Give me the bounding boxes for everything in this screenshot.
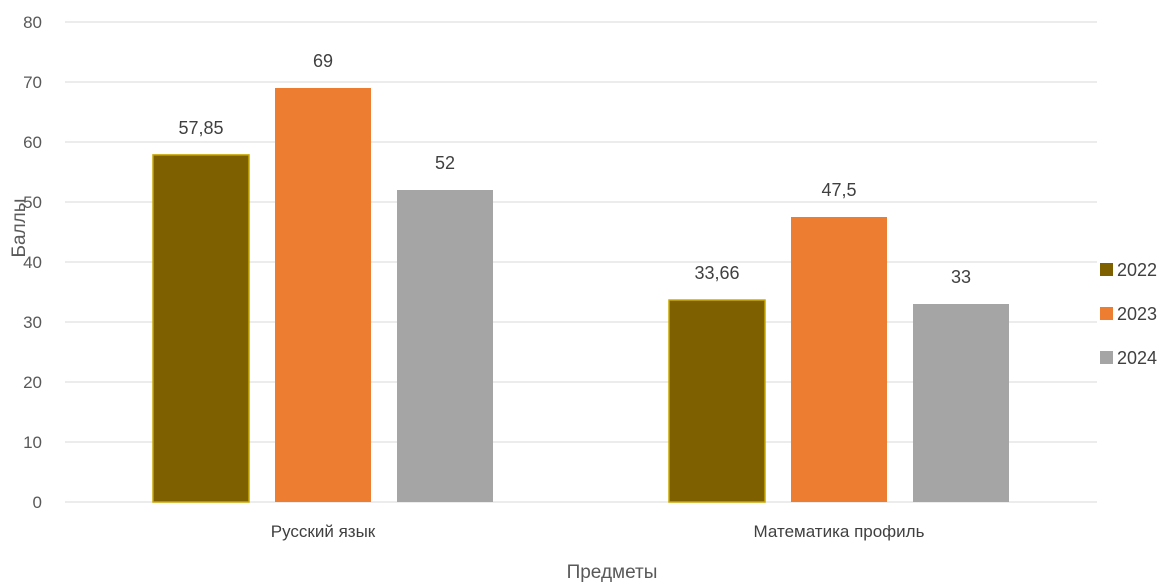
legend-item-2024: 2024	[1100, 348, 1157, 368]
bar-2022-0	[152, 154, 250, 503]
x-axis-categories: Русский язык Математика профиль	[271, 522, 925, 541]
y-tick-label: 0	[33, 493, 42, 512]
legend: 2022 2023 2024	[1100, 260, 1157, 368]
y-tick-label: 10	[23, 433, 42, 452]
x-category-label: Математика профиль	[754, 522, 925, 541]
y-tick-label: 30	[23, 313, 42, 332]
y-tick-label: 80	[23, 13, 42, 32]
legend-swatch	[1100, 307, 1113, 320]
y-axis-title: Баллы	[9, 199, 30, 258]
legend-item-2023: 2023	[1100, 304, 1157, 324]
legend-label: 2024	[1117, 348, 1157, 368]
data-label: 69	[313, 51, 333, 71]
y-tick-label: 60	[23, 133, 42, 152]
y-tick-label: 20	[23, 373, 42, 392]
y-axis-ticks: 0 10 20 30 40 50 60 70 80	[23, 13, 42, 512]
legend-swatch	[1100, 263, 1113, 276]
x-category-label: Русский язык	[271, 522, 376, 541]
bar-2024-0	[397, 190, 493, 502]
legend-swatch	[1100, 351, 1113, 364]
bar-2023-1	[791, 217, 887, 502]
y-tick-label: 40	[23, 253, 42, 272]
bars	[152, 88, 1009, 503]
data-label: 33,66	[694, 263, 739, 283]
data-label: 47,5	[821, 180, 856, 200]
data-label: 57,85	[178, 118, 223, 138]
data-label: 52	[435, 153, 455, 173]
data-labels: 57,85 69 52 33,66 47,5 33	[178, 51, 971, 287]
bar-2024-1	[913, 304, 1009, 502]
y-tick-label: 50	[23, 193, 42, 212]
y-tick-label: 70	[23, 73, 42, 92]
x-axis-title: Предметы	[567, 562, 658, 582]
bar-2022-1	[668, 299, 766, 503]
legend-label: 2023	[1117, 304, 1157, 324]
data-label: 33	[951, 267, 971, 287]
legend-item-2022: 2022	[1100, 260, 1157, 280]
bar-2023-0	[275, 88, 371, 502]
legend-label: 2022	[1117, 260, 1157, 280]
